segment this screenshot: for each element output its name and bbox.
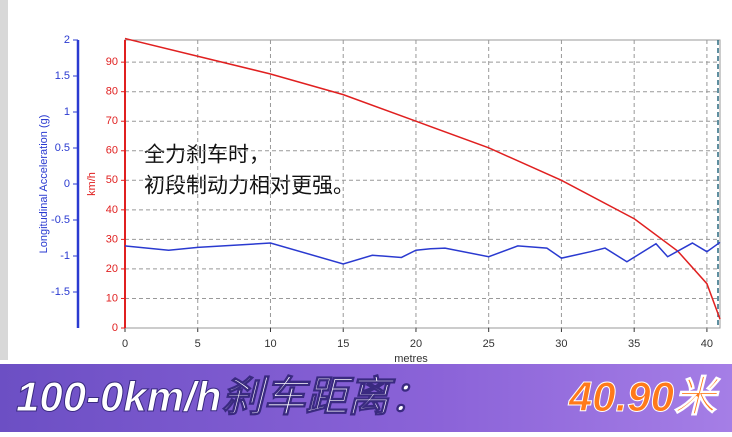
y2-tick-label: 50 <box>106 174 118 186</box>
y-tick-label: -1.5 <box>51 286 70 298</box>
y2-tick-label: 0 <box>112 322 118 334</box>
y-axis-label: Longitudinal Acceleration (g) <box>38 115 50 254</box>
y2-tick-label: 90 <box>106 56 118 68</box>
y2-axis-label: km/h <box>86 172 98 196</box>
annotation: 全力刹车时， <box>144 144 270 167</box>
x-tick-label: 15 <box>337 338 349 350</box>
y2-tick-label: 20 <box>106 263 118 275</box>
y2-tick-label: 40 <box>106 204 118 216</box>
x-tick-label: 25 <box>483 338 495 350</box>
x-axis-label: metres <box>394 353 428 365</box>
x-tick-label: 30 <box>555 338 567 350</box>
y2-tick-label: 60 <box>106 145 118 157</box>
series-line <box>124 37 721 320</box>
y-tick-label: -1 <box>60 250 70 262</box>
y-tick-label: 0 <box>64 178 70 190</box>
banner-value: 40.90米 <box>568 373 721 420</box>
y2-tick-label: 30 <box>106 233 118 245</box>
x-tick-label: 10 <box>264 338 276 350</box>
x-tick-label: 35 <box>628 338 640 350</box>
y2-tick-label: 10 <box>106 292 118 304</box>
x-tick-label: 0 <box>122 338 128 350</box>
y-tick-label: 0.5 <box>55 142 70 154</box>
y-tick-label: 1.5 <box>55 70 70 82</box>
left-edge <box>0 0 8 360</box>
y2-tick-label: 80 <box>106 86 118 98</box>
x-tick-label: 20 <box>410 338 422 350</box>
banner-label: 100-0km/h刹车距离： <box>16 373 431 420</box>
x-tick-label: 40 <box>701 338 713 350</box>
banner-bg <box>0 364 732 432</box>
y-tick-label: -0.5 <box>51 214 70 226</box>
y-tick-label: 1 <box>64 106 70 118</box>
annotation: 初段制动力相对更强。 <box>144 175 354 198</box>
y2-tick-label: 70 <box>106 115 118 127</box>
y-tick-label: 2 <box>64 34 70 46</box>
series-line <box>124 241 721 265</box>
x-tick-label: 5 <box>195 338 201 350</box>
